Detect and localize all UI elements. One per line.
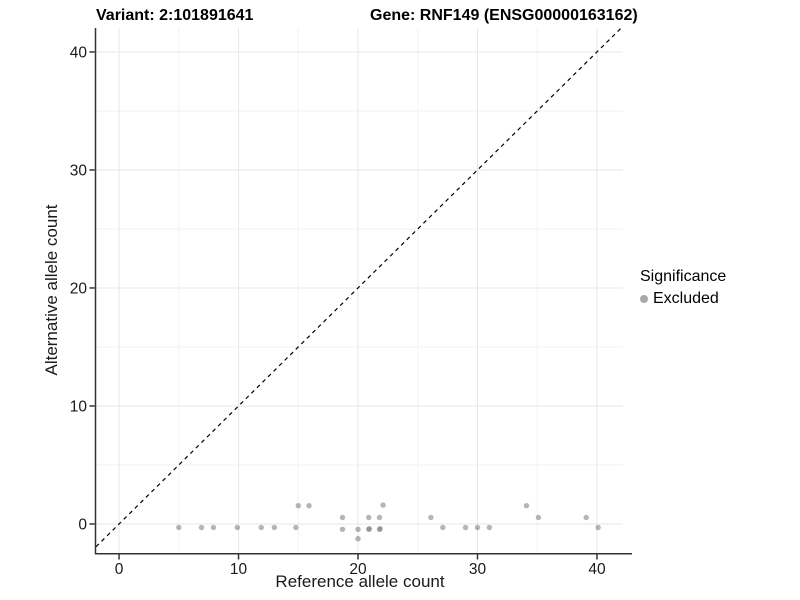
- data-point: [210, 524, 217, 531]
- y-tick-label: 40: [70, 44, 88, 61]
- data-point: [271, 524, 278, 531]
- data-point: [295, 502, 301, 509]
- variant-title: Variant: 2:101891641: [96, 7, 254, 24]
- y-tick-label: 20: [70, 280, 88, 297]
- data-point: [523, 502, 530, 509]
- x-tick-label: 30: [469, 561, 487, 578]
- data-point: [377, 525, 383, 532]
- excluded-dot-icon: [640, 295, 648, 303]
- data-point: [486, 524, 493, 531]
- x-tick-label: 0: [115, 561, 124, 578]
- data-point: [380, 502, 386, 508]
- data-point: [176, 524, 182, 531]
- data-point: [339, 526, 346, 532]
- y-tick-label: 10: [70, 398, 88, 415]
- legend: Significance Excluded: [640, 268, 726, 308]
- legend-item-excluded: Excluded: [640, 290, 726, 308]
- x-axis-label: Reference allele count: [275, 572, 445, 591]
- data-point: [474, 524, 481, 531]
- y-tick-label: 30: [70, 162, 88, 179]
- data-point: [355, 536, 361, 542]
- y-tick-label: 0: [78, 516, 87, 533]
- data-point: [366, 525, 373, 532]
- data-point: [366, 514, 372, 521]
- legend-title: Significance: [640, 268, 727, 285]
- data-point: [440, 524, 446, 531]
- data-point: [198, 524, 205, 531]
- data-point: [339, 514, 346, 521]
- x-tick-label: 20: [349, 561, 367, 578]
- data-point: [462, 524, 469, 531]
- data-point: [428, 514, 434, 521]
- data-point: [306, 502, 312, 509]
- data-point: [595, 524, 601, 531]
- data-point: [355, 526, 361, 532]
- legend-item-label: Excluded: [653, 290, 719, 307]
- gene-title: Gene: RNF149 (ENSG00000163162): [370, 7, 638, 24]
- data-point: [293, 524, 299, 531]
- x-tick-label: 10: [230, 561, 248, 578]
- identity-line: [95, 27, 622, 548]
- data-point: [376, 514, 383, 521]
- data-point: [535, 514, 542, 521]
- data-point: [583, 514, 589, 521]
- data-point: [258, 524, 264, 531]
- x-tick-label: 40: [588, 561, 606, 578]
- data-point: [234, 524, 241, 531]
